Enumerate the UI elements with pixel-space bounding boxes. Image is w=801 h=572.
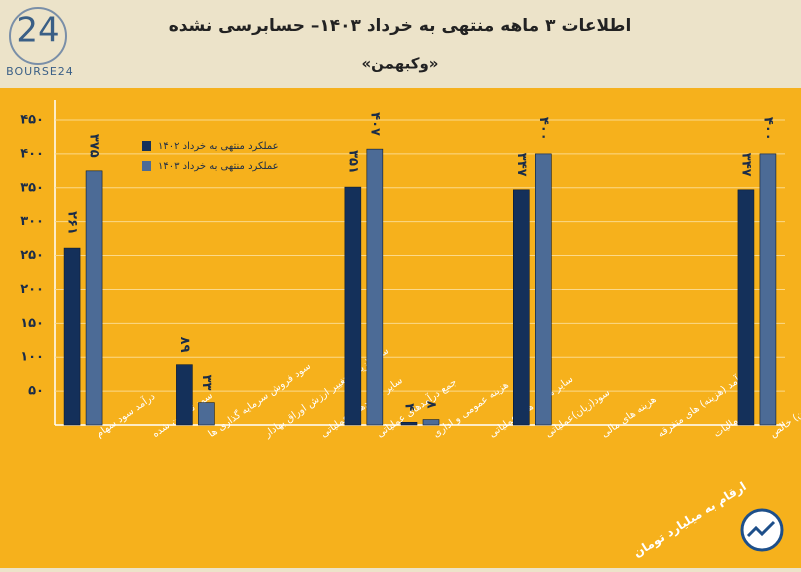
logo: BOURSE24 [6,65,74,78]
logo-mark [9,7,67,65]
value-label: ۴۰۷ [367,112,382,136]
bar [513,189,530,426]
y-tick-label: ۳۰۰ [20,214,44,229]
bar [63,247,81,426]
y-tick-label: ۱۵۰ [20,316,44,331]
value-label: ۸۹ [177,337,192,353]
note-icon-arrow [746,520,776,538]
value-label: ۲۶۱ [65,211,80,235]
y-tick-label: ۵۰ [28,384,44,399]
value-label: ۳۴۷ [514,153,529,177]
chart-subtitle: «وکبهمن» [361,55,438,73]
y-tick-label: ۴۵۰ [20,113,44,128]
chart-background [0,88,801,568]
bar [366,148,384,426]
bar [759,153,777,426]
bar [737,189,755,426]
value-label: ۴۰۰ [536,117,551,141]
note-icon [740,508,784,552]
y-tick-label: ۳۵۰ [20,180,44,195]
bar [535,153,552,426]
legend-swatch [142,141,151,151]
legend-label: عملکرد منتهی به خرداد ۱۴۰۲ [158,141,279,152]
y-tick-label: ۲۵۰ [20,248,44,263]
value-label: ۴۰۰ [760,117,775,141]
legend-label: عملکرد منتهی به خرداد ۱۴۰۳ [158,161,279,172]
bar [176,364,193,426]
value-label: ۸ [424,401,439,409]
value-label: ۳۴۷ [738,153,753,177]
legend-swatch [142,161,151,171]
value-label: ۳۵۱ [345,150,360,174]
bar [422,419,440,426]
value-label: ۴ [402,403,417,411]
y-tick-label: ۱۰۰ [20,350,44,365]
y-tick-label: ۴۰۰ [20,146,44,161]
logo-digits: 24 [16,11,59,51]
bar [85,170,103,426]
value-label: ۳۷۵ [87,134,102,158]
value-label: ۳۳ [199,375,214,391]
chart-title: اطلاعات ۳ ماهه منتهی به خرداد ۱۴۰۳– حساب… [169,16,632,36]
bar [344,186,362,426]
bar [400,421,418,426]
y-tick-label: ۲۰۰ [20,282,44,297]
bar [198,402,215,426]
